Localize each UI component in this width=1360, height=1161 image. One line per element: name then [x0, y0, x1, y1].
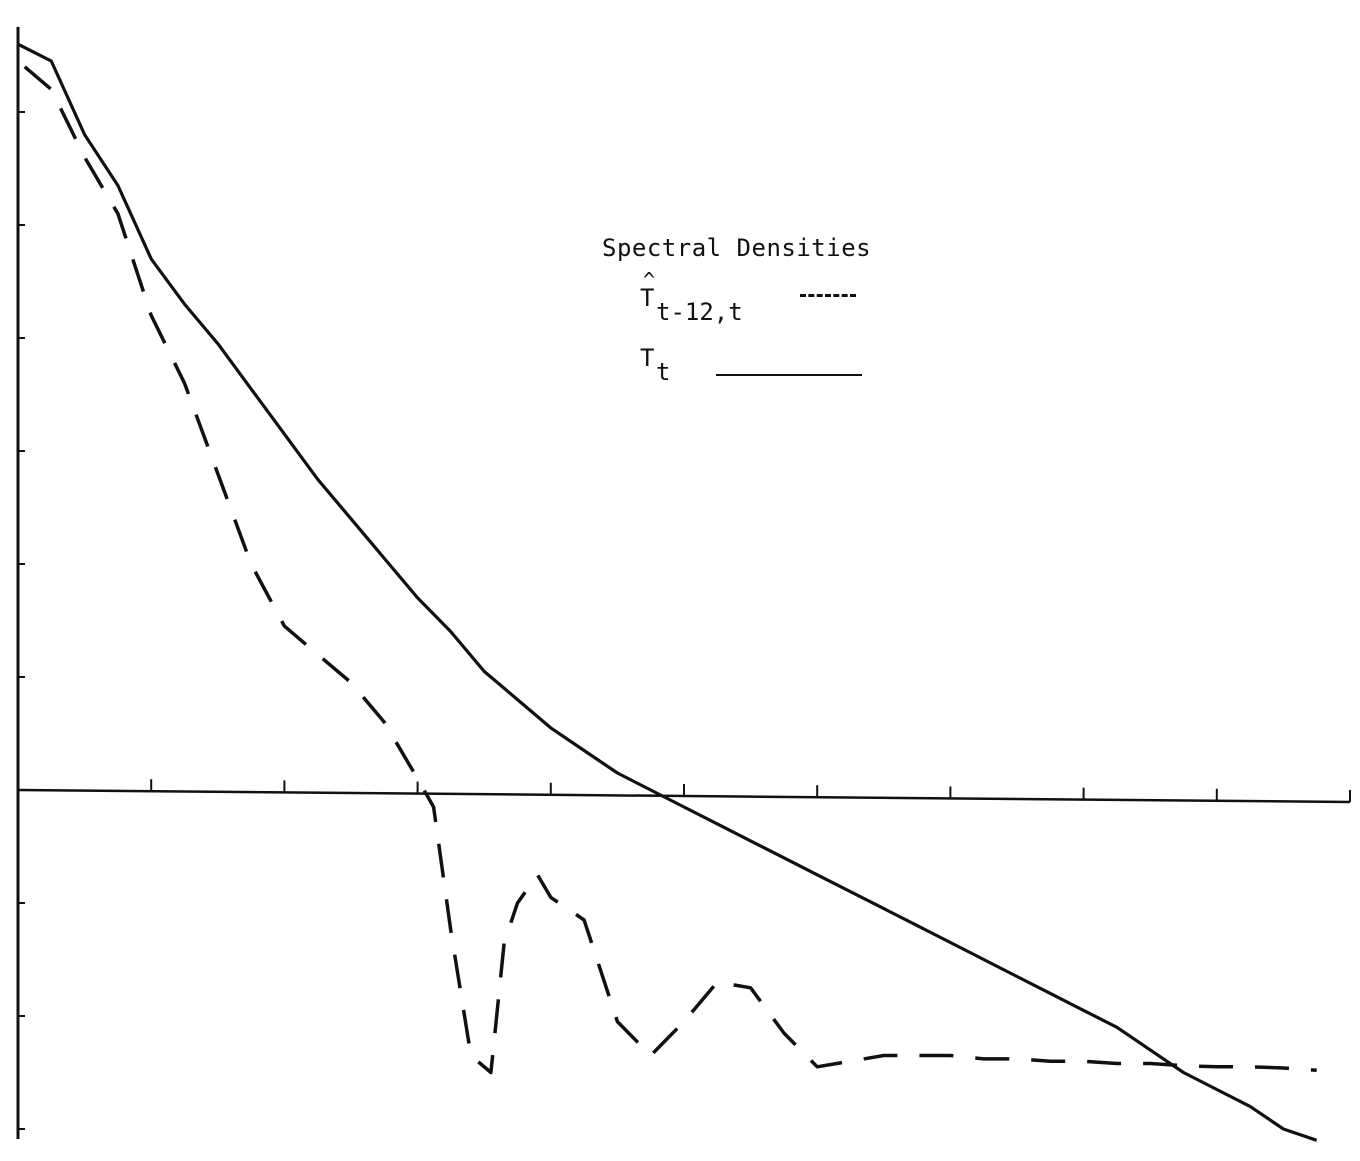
legend-subscript-forecast: t-12,t: [656, 298, 743, 326]
series-line-forecast: [23, 65, 1317, 1075]
legend-hat-forecast: ^: [643, 268, 656, 292]
legend-dashed-line-swatch: [800, 294, 856, 297]
axes: [16, 26, 1351, 1139]
legend-item-forecast: ^ T t-12,t: [640, 268, 920, 334]
legend-symbol-forecast: ^ T: [640, 268, 655, 312]
legend-label-forecast: T: [640, 284, 655, 312]
legend-subscript-actual: t: [656, 358, 671, 386]
series-layer: [17, 42, 1318, 1142]
legend-item-actual: T t: [640, 344, 920, 394]
legend-label-actual: T: [640, 344, 655, 372]
series-line-actual: [17, 42, 1318, 1142]
legend-solid-line-swatch: [716, 374, 862, 376]
legend-title: Spectral Densities: [602, 234, 872, 262]
legend: Spectral Densities ^ T t-12,t T t: [602, 234, 922, 404]
legend-symbol-actual: T: [640, 344, 654, 372]
